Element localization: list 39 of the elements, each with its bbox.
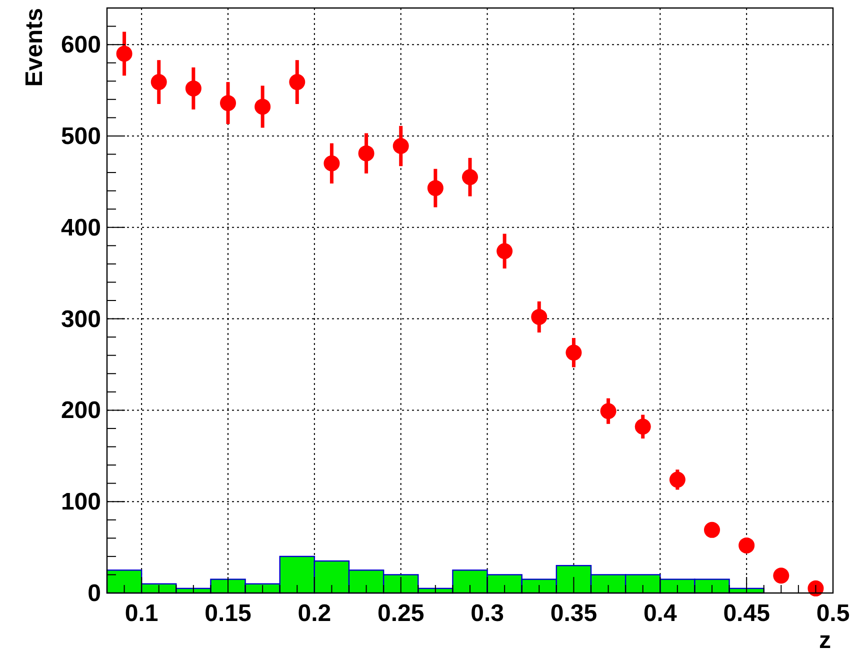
point bbox=[116, 46, 132, 62]
point bbox=[566, 344, 582, 361]
point bbox=[324, 155, 340, 172]
y-tick-label: 200 bbox=[60, 397, 101, 424]
x-tick-label: 0.25 bbox=[378, 600, 424, 627]
point bbox=[220, 95, 236, 112]
y-tick-label: 0 bbox=[88, 580, 101, 607]
point bbox=[427, 180, 444, 196]
x-tick-label: 0.3 bbox=[470, 600, 504, 627]
x-tick-label: 0.45 bbox=[723, 600, 770, 627]
point bbox=[773, 568, 790, 584]
y-tick-label: 100 bbox=[60, 488, 101, 516]
point bbox=[634, 418, 651, 435]
x-axis-title: z bbox=[819, 627, 831, 652]
point bbox=[531, 308, 548, 325]
y-tick-label: 300 bbox=[60, 306, 101, 333]
point bbox=[704, 522, 720, 538]
point bbox=[289, 74, 306, 90]
x-tick-label: 0.15 bbox=[204, 600, 252, 627]
y-tick-label: 400 bbox=[60, 214, 101, 242]
y-axis-title: Events bbox=[21, 8, 48, 87]
y-tick-label: 500 bbox=[60, 122, 101, 150]
point bbox=[462, 169, 478, 186]
point bbox=[669, 472, 686, 488]
point bbox=[600, 403, 616, 420]
point bbox=[150, 74, 167, 90]
x-tick-label: 0.35 bbox=[550, 600, 598, 627]
point bbox=[392, 138, 409, 154]
point bbox=[808, 580, 824, 596]
point bbox=[185, 80, 202, 96]
y-tick-label: 600 bbox=[60, 32, 101, 59]
point bbox=[496, 243, 513, 260]
x-tick-label: 0.5 bbox=[816, 600, 850, 627]
x-tick-label: 0.4 bbox=[643, 600, 678, 627]
point bbox=[254, 98, 271, 115]
point bbox=[358, 145, 374, 162]
x-tick-label: 0.2 bbox=[298, 600, 332, 627]
point bbox=[738, 537, 755, 554]
x-tick-label: 0.1 bbox=[124, 600, 158, 627]
